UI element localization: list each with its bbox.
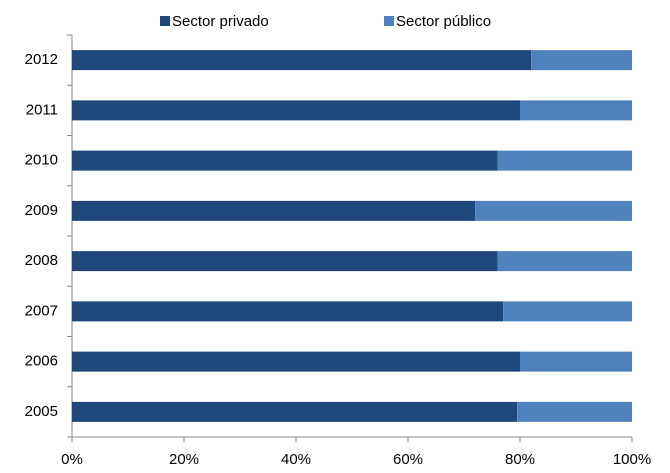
x-tick-label: 60%: [393, 451, 423, 468]
y-tick-label: 2010: [25, 152, 58, 169]
legend-label: Sector público: [396, 13, 491, 30]
legend-swatch: [160, 16, 170, 26]
bar-segment: [520, 100, 632, 121]
bar-segment: [531, 50, 632, 71]
bar-segment: [517, 401, 632, 422]
bar-segment: [72, 150, 498, 171]
y-tick-label: 2012: [25, 51, 58, 68]
y-tick-label: 2005: [25, 403, 58, 420]
x-tick-label: 100%: [613, 451, 651, 468]
bar-segment: [72, 200, 476, 221]
bar-segment: [72, 351, 520, 372]
bar-segment: [497, 150, 632, 171]
y-tick-label: 2008: [25, 252, 58, 269]
bar-segment: [503, 301, 632, 322]
x-tick-label: 40%: [281, 451, 311, 468]
x-tick-label: 80%: [505, 451, 535, 468]
bar-segment: [72, 50, 532, 71]
y-tick-label: 2009: [25, 202, 58, 219]
bar-segment: [72, 401, 518, 422]
y-tick-label: 2006: [25, 353, 58, 370]
legend-swatch: [384, 16, 394, 26]
bar-segment: [72, 301, 504, 322]
bar-segment: [520, 351, 632, 372]
bar-segment: [72, 100, 520, 121]
x-tick-label: 0%: [61, 451, 83, 468]
y-tick-label: 2007: [25, 302, 58, 319]
bar-segment: [475, 200, 632, 221]
legend-label: Sector privado: [172, 13, 269, 30]
y-tick-label: 2011: [26, 101, 58, 118]
x-tick-label: 20%: [169, 451, 199, 468]
bar-segment: [72, 251, 498, 272]
bar-segment: [497, 251, 632, 272]
